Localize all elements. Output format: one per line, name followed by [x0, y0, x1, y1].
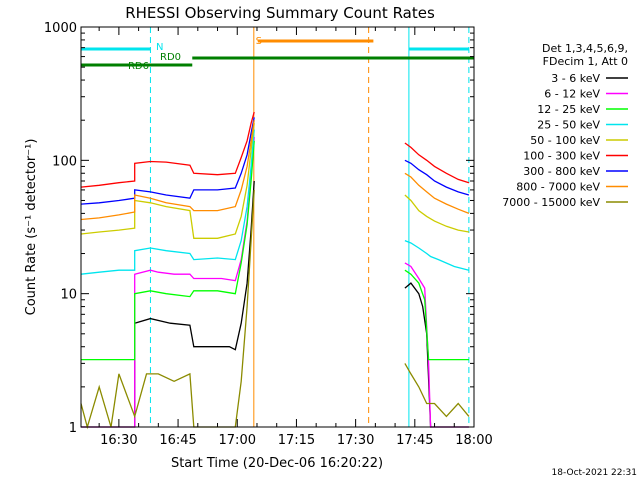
legend-header-1: FDecim 1, Att 0 [543, 55, 628, 68]
timestamp: 18-Oct-2021 22:31 [552, 468, 637, 478]
x-axis-label: Start Time (20-Dec-06 16:20:22) [171, 456, 383, 471]
y-tick-label-1: 10 [60, 288, 77, 303]
flag-label-s: S [256, 36, 262, 47]
legend-label-3: 25 - 50 keV [537, 119, 600, 132]
series-line-0 [81, 180, 469, 428]
series-line-8 [80, 189, 470, 430]
series-line-2 [81, 140, 469, 361]
x-tick-label-4: 17:30 [337, 433, 374, 448]
flag-label-rd0: RD0 [160, 52, 181, 63]
chart-title: RHESSI Observing Summary Count Rates [125, 4, 435, 22]
series-line-1 [81, 136, 469, 428]
series-line-5 [80, 111, 470, 188]
series-line-3 [80, 129, 470, 275]
x-tick-label-2: 17:00 [219, 433, 256, 448]
y-tick-label-2: 100 [52, 154, 77, 169]
y-tick-label-0: 1 [69, 421, 77, 436]
flag-label-rd6: RD6 [128, 61, 149, 72]
legend-label-7: 800 - 7000 keV [516, 181, 600, 194]
series-line-4 [80, 123, 470, 239]
legend-label-0: 3 - 6 keV [551, 72, 600, 85]
legend-label-1: 6 - 12 keV [544, 88, 600, 101]
legend-label-8: 7000 - 15000 keV [502, 196, 600, 209]
legend-label-4: 50 - 100 keV [530, 134, 600, 147]
series-line-7 [80, 120, 470, 221]
flag-label-n: N [156, 42, 163, 53]
x-tick-label-0: 16:30 [100, 433, 137, 448]
y-axis-label: Count Rate (s⁻¹ detector⁻¹) [24, 139, 39, 316]
x-tick-label-1: 16:45 [159, 433, 196, 448]
plot-frame [80, 26, 475, 428]
x-tick-label-6: 18:00 [455, 433, 492, 448]
x-tick-label-3: 17:15 [278, 433, 315, 448]
legend-header-0: Det 1,3,4,5,6,9, [542, 42, 628, 55]
series-line-6 [80, 117, 470, 205]
legend-label-2: 12 - 25 keV [537, 103, 600, 116]
legend-label-6: 300 - 800 keV [523, 165, 600, 178]
x-tick-label-5: 17:45 [396, 433, 433, 448]
legend-label-5: 100 - 300 keV [523, 150, 600, 163]
y-tick-label-3: 1000 [44, 21, 77, 36]
